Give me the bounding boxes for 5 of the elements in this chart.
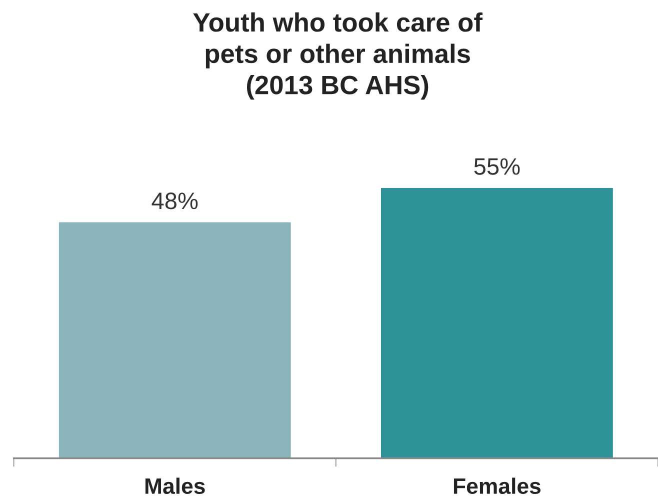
x-tick-label: Females (454, 478, 541, 494)
data-label: 55% (474, 158, 520, 175)
chart-title: Youth who took care of pets or other animals (2013 BC AHS) (193, 12, 483, 100)
data-label: 48% (152, 192, 198, 210)
x-tick-label: Males (145, 478, 205, 494)
